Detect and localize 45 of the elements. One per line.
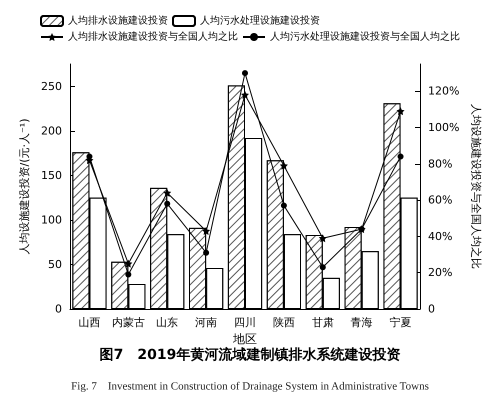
y2-tick-label: 0: [428, 302, 435, 316]
legend-label: 人均排水设施建设投资与全国人均之比: [68, 30, 238, 42]
x-tick-label: 山东: [156, 316, 178, 329]
x-tick-label: 四川: [234, 316, 256, 329]
caption: Fig. 7 Investment in Construction of Drainage System in Administrative Towns: [71, 380, 429, 392]
y2-tick-label: 80%: [428, 157, 452, 170]
y-tick-label: 50: [48, 258, 62, 271]
x-tick-label: 内蒙古: [112, 316, 145, 329]
x-tick-label: 山西: [78, 316, 100, 329]
y-tick-label: 150: [41, 168, 62, 182]
point: [320, 264, 326, 270]
y-tick-label: 250: [41, 80, 62, 93]
y2-tick-label: 100%: [428, 121, 460, 134]
y-axis-title: 人均设施建设投资/(元·人⁻¹): [18, 118, 32, 255]
y2-tick-label: 40%: [428, 230, 452, 243]
x-axis-title: 地区: [232, 332, 257, 346]
point: [203, 250, 210, 256]
point: [163, 188, 172, 197]
y-tick-label: 200: [41, 124, 62, 138]
y-tick-label: 0: [55, 302, 62, 316]
point: [318, 234, 327, 242]
point: [398, 154, 404, 160]
point: [396, 107, 405, 116]
y2-tick-label: 120%: [428, 84, 460, 98]
legend-label: 人均污水处理设施建设投资: [200, 14, 320, 26]
y2-tick-label: 60%: [428, 194, 452, 207]
y2-tick-label: 20%: [428, 266, 452, 280]
point: [124, 260, 132, 268]
text: 图7 2019年黄河流域建制镇排水系统建设投资: [100, 346, 400, 363]
legend-label: 人均排水设施建设投资: [68, 14, 168, 26]
y2-axis-title: 人均设施建设投资与全国人均之比: [469, 104, 482, 269]
x-tick-label: 宁夏: [390, 316, 412, 329]
point: [242, 70, 248, 76]
legend-label: 人均污水处理设施建设投资与全国人均之比: [270, 30, 460, 42]
point: [280, 202, 287, 209]
y-tick-label: 100: [41, 213, 62, 226]
point: [202, 226, 210, 235]
x-tick-label: 陕西: [272, 316, 295, 329]
x-tick-label: 河南: [195, 316, 218, 329]
x-tick-label: 甘肃: [312, 316, 334, 329]
point: [241, 90, 249, 99]
point: [125, 272, 132, 278]
point: [280, 162, 288, 170]
x-tick-label: 青海: [350, 316, 373, 329]
point: [164, 200, 170, 207]
